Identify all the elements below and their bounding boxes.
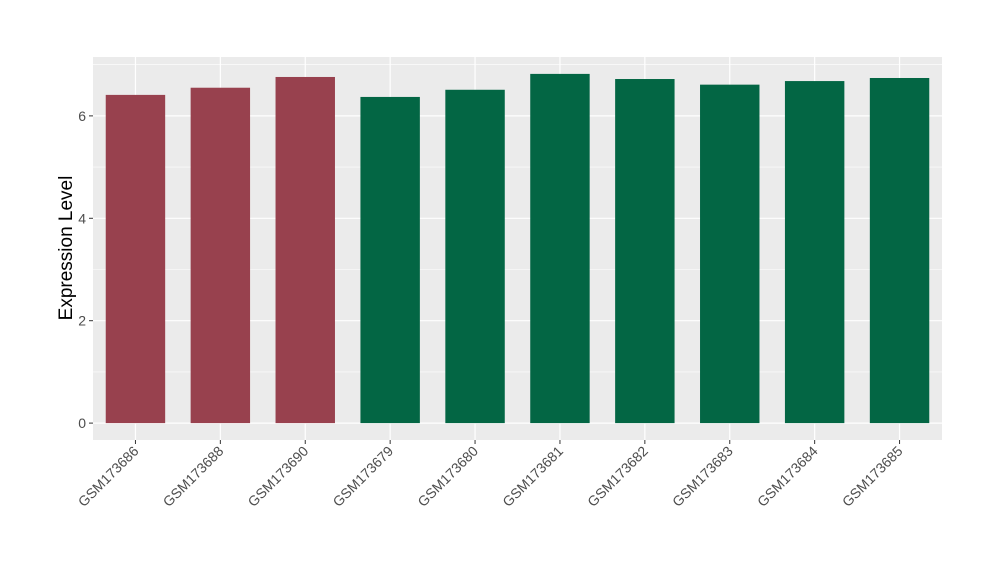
x-tick-label: GSM173682: [584, 443, 651, 510]
x-tick-label: GSM173684: [754, 443, 821, 510]
bar: [615, 79, 675, 424]
y-tick-label: 0: [78, 415, 86, 431]
y-axis-title: Expression Level: [56, 176, 77, 321]
x-tick-label: GSM173683: [669, 443, 736, 510]
bar: [784, 81, 845, 424]
bar: [190, 87, 251, 424]
bar: [105, 94, 166, 424]
x-tick-label: GSM173685: [839, 443, 906, 510]
x-tick-label: GSM173681: [499, 443, 566, 510]
bar: [869, 77, 930, 424]
bar: [360, 96, 420, 424]
bar: [530, 73, 590, 424]
x-tick-label: GSM173686: [75, 443, 142, 510]
x-tick-label: GSM173690: [244, 443, 311, 510]
bar: [445, 89, 505, 424]
bar: [275, 76, 335, 424]
y-tick-label: 4: [78, 210, 86, 226]
x-tick-label: GSM173679: [329, 443, 396, 510]
y-tick-label: 6: [78, 108, 86, 124]
x-tick-label: GSM173688: [160, 443, 227, 510]
bar: [700, 84, 760, 424]
x-tick-label: GSM173680: [414, 443, 481, 510]
y-tick-label: 2: [78, 313, 86, 329]
